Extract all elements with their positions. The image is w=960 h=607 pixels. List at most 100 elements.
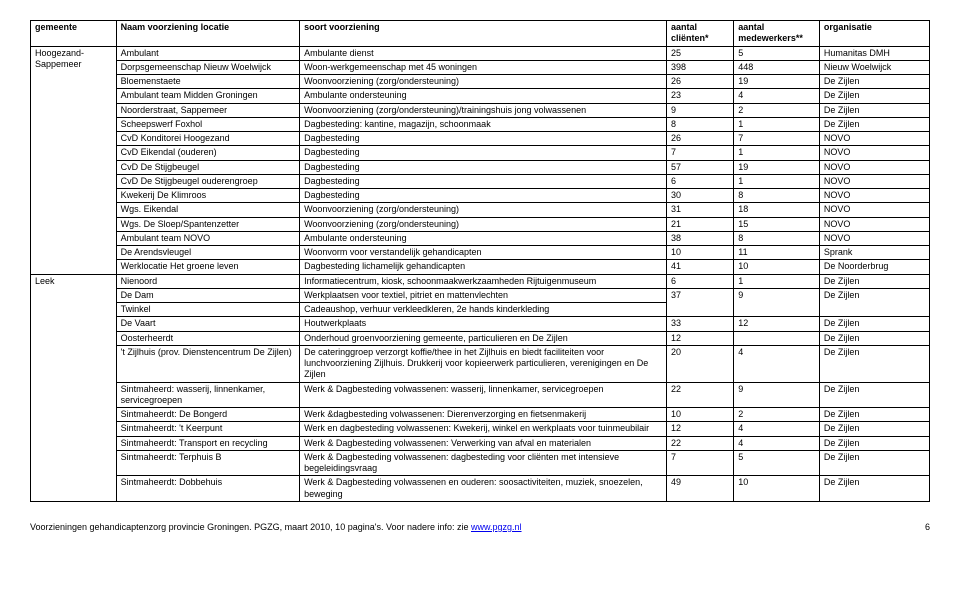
cell-organisatie: De Zijlen: [819, 408, 929, 422]
cell-medewerkers: 8: [734, 189, 820, 203]
cell-locatie: Ambulant team NOVO: [116, 231, 299, 245]
cell-soort: Ambulante ondersteuning: [300, 231, 667, 245]
cell-locatie: Ambulant: [116, 46, 299, 60]
table-row: Dorpsgemeenschap Nieuw WoelwijckWoon-wer…: [31, 60, 930, 74]
cell-organisatie: De Zijlen: [819, 422, 929, 436]
cell-locatie: Wgs. De Sloep/Spantenzetter: [116, 217, 299, 231]
cell-soort: Werk en dagbesteding volwassenen: Kweker…: [300, 422, 667, 436]
cell-clienten: 12: [667, 422, 734, 436]
cell-locatie: De Dam: [116, 288, 299, 302]
cell-locatie: Twinkel: [116, 303, 299, 317]
th-medewerkers: aantal medewerkers**: [734, 21, 820, 47]
cell-locatie: CvD Konditorei Hoogezand: [116, 132, 299, 146]
cell-clienten: 57: [667, 160, 734, 174]
data-table: gemeente Naam voorziening locatie soort …: [30, 20, 930, 502]
cell-locatie: CvD De Stijgbeugel ouderengroep: [116, 174, 299, 188]
table-row: Werklocatie Het groene levenDagbesteding…: [31, 260, 930, 274]
cell-clienten: 26: [667, 132, 734, 146]
th-soort: soort voorziening: [300, 21, 667, 47]
cell-organisatie: NOVO: [819, 203, 929, 217]
cell-soort: Dagbesteding: [300, 160, 667, 174]
cell-clienten: 398: [667, 60, 734, 74]
cell-medewerkers: 12: [734, 317, 820, 331]
cell-organisatie: De Zijlen: [819, 450, 929, 476]
cell-medewerkers: 1: [734, 274, 820, 288]
cell-medewerkers: 9: [734, 382, 820, 408]
table-row: OosterheerdtOnderhoud groenvoorziening g…: [31, 331, 930, 345]
cell-medewerkers: 10: [734, 260, 820, 274]
cell-soort: Woon-werkgemeenschap met 45 woningen: [300, 60, 667, 74]
table-row: Hoogezand-SappemeerAmbulantAmbulante die…: [31, 46, 930, 60]
cell-medewerkers: 8: [734, 231, 820, 245]
cell-organisatie: De Zijlen: [819, 274, 929, 288]
cell-medewerkers: 10: [734, 476, 820, 502]
table-row: 't Zijlhuis (prov. Dienstencentrum De Zi…: [31, 345, 930, 382]
cell-locatie: Kwekerij De Klimroos: [116, 189, 299, 203]
cell-clienten: 20: [667, 345, 734, 382]
cell-soort: Woonvoorziening (zorg/ondersteuning)/tra…: [300, 103, 667, 117]
cell-locatie: 't Zijlhuis (prov. Dienstencentrum De Zi…: [116, 345, 299, 382]
cell-medewerkers: 448: [734, 60, 820, 74]
cell-soort: Ambulante ondersteuning: [300, 89, 667, 103]
cell-gemeente: Hoogezand-Sappemeer: [31, 46, 117, 274]
cell-organisatie: NOVO: [819, 231, 929, 245]
cell-soort: Dagbesteding lichamelijk gehandicapten: [300, 260, 667, 274]
th-gemeente: gemeente: [31, 21, 117, 47]
cell-soort: Dagbesteding: [300, 174, 667, 188]
cell-medewerkers: 5: [734, 46, 820, 60]
footer-link[interactable]: www.pgzg.nl: [471, 522, 522, 532]
cell-organisatie: De Zijlen: [819, 331, 929, 345]
cell-soort: Informatiecentrum, kiosk, schoonmaakwerk…: [300, 274, 667, 288]
cell-soort: Ambulante dienst: [300, 46, 667, 60]
cell-medewerkers: 18: [734, 203, 820, 217]
cell-gemeente: Leek: [31, 274, 117, 501]
cell-locatie: Sintmaheerdt: Transport en recycling: [116, 436, 299, 450]
cell-clienten: 21: [667, 217, 734, 231]
cell-medewerkers: 7: [734, 132, 820, 146]
cell-organisatie: De Zijlen: [819, 436, 929, 450]
cell-locatie: De Vaart: [116, 317, 299, 331]
table-row: CvD De StijgbeugelDagbesteding5719NOVO: [31, 160, 930, 174]
table-body: Hoogezand-SappemeerAmbulantAmbulante die…: [31, 46, 930, 501]
cell-locatie: Sintmaheerdt: 't Keerpunt: [116, 422, 299, 436]
table-row: De DamWerkplaatsen voor textiel, pitriet…: [31, 288, 930, 302]
cell-medewerkers: 4: [734, 436, 820, 450]
cell-medewerkers: [734, 331, 820, 345]
cell-locatie: Wgs. Eikendal: [116, 203, 299, 217]
cell-medewerkers: 15: [734, 217, 820, 231]
cell-organisatie: NOVO: [819, 217, 929, 231]
cell-locatie: Oosterheerdt: [116, 331, 299, 345]
cell-locatie: CvD De Stijgbeugel: [116, 160, 299, 174]
cell-locatie: Bloemenstaete: [116, 75, 299, 89]
cell-clienten: 12: [667, 331, 734, 345]
cell-medewerkers: 19: [734, 75, 820, 89]
cell-soort: Woonvoorziening (zorg/ondersteuning): [300, 75, 667, 89]
cell-organisatie: De Zijlen: [819, 382, 929, 408]
cell-medewerkers: 1: [734, 117, 820, 131]
th-clienten: aantal cliënten*: [667, 21, 734, 47]
cell-organisatie: De Zijlen: [819, 103, 929, 117]
cell-soort: Woonvoorziening (zorg/ondersteuning): [300, 217, 667, 231]
cell-locatie: Ambulant team Midden Groningen: [116, 89, 299, 103]
cell-medewerkers: 11: [734, 246, 820, 260]
cell-soort: Werk & Dagbesteding volwassenen: dagbest…: [300, 450, 667, 476]
cell-soort: Dagbesteding: [300, 132, 667, 146]
page-number: 6: [925, 522, 930, 532]
cell-soort: Werk & Dagbesteding volwassenen: wasseri…: [300, 382, 667, 408]
cell-soort: Cadeaushop, verhuur verkleedkleren, 2e h…: [300, 303, 667, 317]
page-footer: Voorzieningen gehandicaptenzorg provinci…: [30, 522, 930, 532]
table-row: Sintmaheerdt: Transport en recyclingWerk…: [31, 436, 930, 450]
cell-clienten: 22: [667, 436, 734, 450]
cell-organisatie: NOVO: [819, 132, 929, 146]
cell-locatie: Sintmaheerdt: Terphuis B: [116, 450, 299, 476]
cell-soort: Werk &dagbesteding volwassenen: Dierenve…: [300, 408, 667, 422]
table-row: Sintmaheerdt: Terphuis BWerk & Dagbested…: [31, 450, 930, 476]
table-row: CvD Konditorei HoogezandDagbesteding267N…: [31, 132, 930, 146]
cell-organisatie: De Zijlen: [819, 117, 929, 131]
cell-locatie: Nienoord: [116, 274, 299, 288]
cell-organisatie: Sprank: [819, 246, 929, 260]
cell-medewerkers: 1: [734, 146, 820, 160]
cell-clienten: 7: [667, 146, 734, 160]
cell-clienten: 25: [667, 46, 734, 60]
cell-medewerkers: 2: [734, 408, 820, 422]
